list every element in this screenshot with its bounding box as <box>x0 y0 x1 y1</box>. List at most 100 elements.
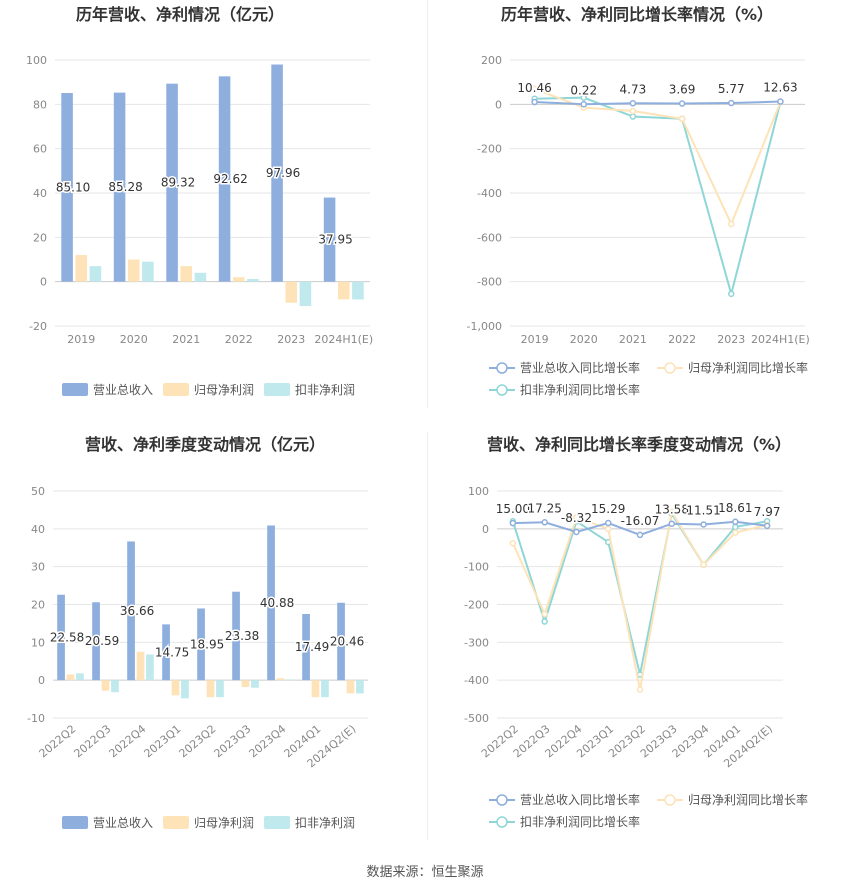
y-tick-label: 100 <box>468 485 489 498</box>
bar <box>352 281 364 300</box>
legend-label: 扣非净利润同比增长率 <box>520 382 640 397</box>
data-label: 23.38 <box>225 629 259 643</box>
data-point <box>541 618 548 625</box>
bar <box>166 83 178 282</box>
bar <box>285 281 298 303</box>
bar <box>206 680 215 698</box>
data-point <box>531 98 538 106</box>
bar <box>57 594 65 681</box>
data-point <box>678 100 686 107</box>
legend-label: 扣非净利润同比增长率 <box>520 814 640 829</box>
legend-swatch <box>163 383 189 396</box>
data-point <box>728 290 735 298</box>
data-point <box>629 107 637 115</box>
x-tick-label: 2020 <box>570 333 598 346</box>
bar <box>337 281 350 300</box>
y-tick-label: -500 <box>464 712 489 725</box>
data-label: 11.51 <box>686 503 720 517</box>
data-point <box>636 686 644 693</box>
data-label: 36.66 <box>120 604 154 618</box>
data-label: 20.59 <box>85 634 119 648</box>
series-line <box>534 96 782 298</box>
x-tick-label: 2022Q2 <box>37 722 79 760</box>
bar <box>113 92 126 282</box>
legend-swatch <box>163 816 189 829</box>
legend-marker <box>664 794 676 806</box>
bar <box>241 680 250 687</box>
legend-swatch <box>264 816 290 829</box>
bar <box>136 651 145 681</box>
data-label: 18.61 <box>718 501 752 515</box>
bar <box>232 591 240 681</box>
y-tick-label: -1,000 <box>467 320 502 333</box>
y-tick-label: -400 <box>464 674 489 687</box>
x-tick-label: 2023Q2 <box>177 722 219 760</box>
y-tick-label: -400 <box>477 187 502 200</box>
legend-label: 营业总收入同比增长率 <box>520 360 640 375</box>
data-label: 7.97 <box>754 505 781 519</box>
y-tick-label: 80 <box>33 98 47 111</box>
x-tick-label: 2023Q1 <box>142 722 184 760</box>
legend-swatch <box>62 816 88 829</box>
data-label: 22.58 <box>50 630 84 644</box>
data-label: 85.28 <box>108 180 142 194</box>
quarterly-bar-chart: 营收、净利季度变动情况（亿元）-10010203040502022Q22022Q… <box>27 435 368 830</box>
data-label: 15.29 <box>591 502 625 516</box>
y-tick-label: -10 <box>27 712 45 725</box>
bar <box>171 680 180 696</box>
y-tick-label: -800 <box>477 276 502 289</box>
x-tick-label: 2019 <box>521 333 549 346</box>
y-tick-label: 0 <box>40 276 47 289</box>
bar <box>197 608 205 681</box>
data-label: 12.63 <box>763 81 797 95</box>
legend-swatch <box>264 383 290 396</box>
y-tick-label: -20 <box>29 320 47 333</box>
bar <box>66 674 75 681</box>
source-note: 数据来源：恒生聚源 <box>366 865 484 880</box>
y-tick-label: 40 <box>31 523 45 536</box>
bar <box>76 673 84 681</box>
data-point <box>509 519 517 527</box>
bar <box>321 680 329 698</box>
chart-title: 营收、净利季度变动情况（亿元） <box>85 435 325 454</box>
y-tick-label: 0 <box>495 98 502 111</box>
data-point <box>541 519 548 526</box>
data-label: 37.95 <box>318 233 352 247</box>
y-tick-label: 40 <box>33 187 47 200</box>
data-point <box>573 514 580 521</box>
data-point <box>668 520 676 527</box>
data-label: 3.69 <box>669 83 696 97</box>
data-point <box>580 94 587 101</box>
series-line <box>534 87 782 227</box>
data-point <box>732 523 739 531</box>
legend-marker <box>496 816 508 828</box>
y-tick-label: 100 <box>26 54 47 67</box>
data-point <box>580 101 587 108</box>
x-tick-label: 2023Q4 <box>247 722 289 760</box>
data-label: 17.25 <box>527 501 561 515</box>
legend-label: 扣非净利润 <box>295 816 355 830</box>
y-tick-label: -300 <box>464 636 489 649</box>
data-label: -16.07 <box>621 514 660 528</box>
legend-label: 营业总收入同比增长率 <box>520 792 640 807</box>
y-tick-label: 200 <box>481 54 502 67</box>
data-point <box>728 220 735 228</box>
divider-top <box>427 0 428 408</box>
data-label: 15.00 <box>496 502 530 516</box>
x-tick-label: 2021 <box>172 333 200 346</box>
bar <box>251 680 259 688</box>
data-point <box>700 561 707 569</box>
data-point <box>763 522 771 530</box>
bar <box>92 602 100 681</box>
data-label: 17.49 <box>295 640 329 654</box>
x-tick-label: 2022Q4 <box>107 722 149 760</box>
data-label: 4.73 <box>620 82 647 96</box>
legend-label: 扣非净利润 <box>295 383 355 397</box>
x-tick-label: 2020 <box>120 333 148 346</box>
annual-growth-chart: 历年营收、净利同比增长率情况（%） -1,000 -800 -600 -400 -200 0… <box>467 5 810 397</box>
data-point <box>732 529 739 536</box>
y-tick-label: 50 <box>31 485 45 498</box>
bar <box>127 541 135 681</box>
y-tick-label: -200 <box>464 599 489 612</box>
data-label: -8.32 <box>561 511 592 525</box>
